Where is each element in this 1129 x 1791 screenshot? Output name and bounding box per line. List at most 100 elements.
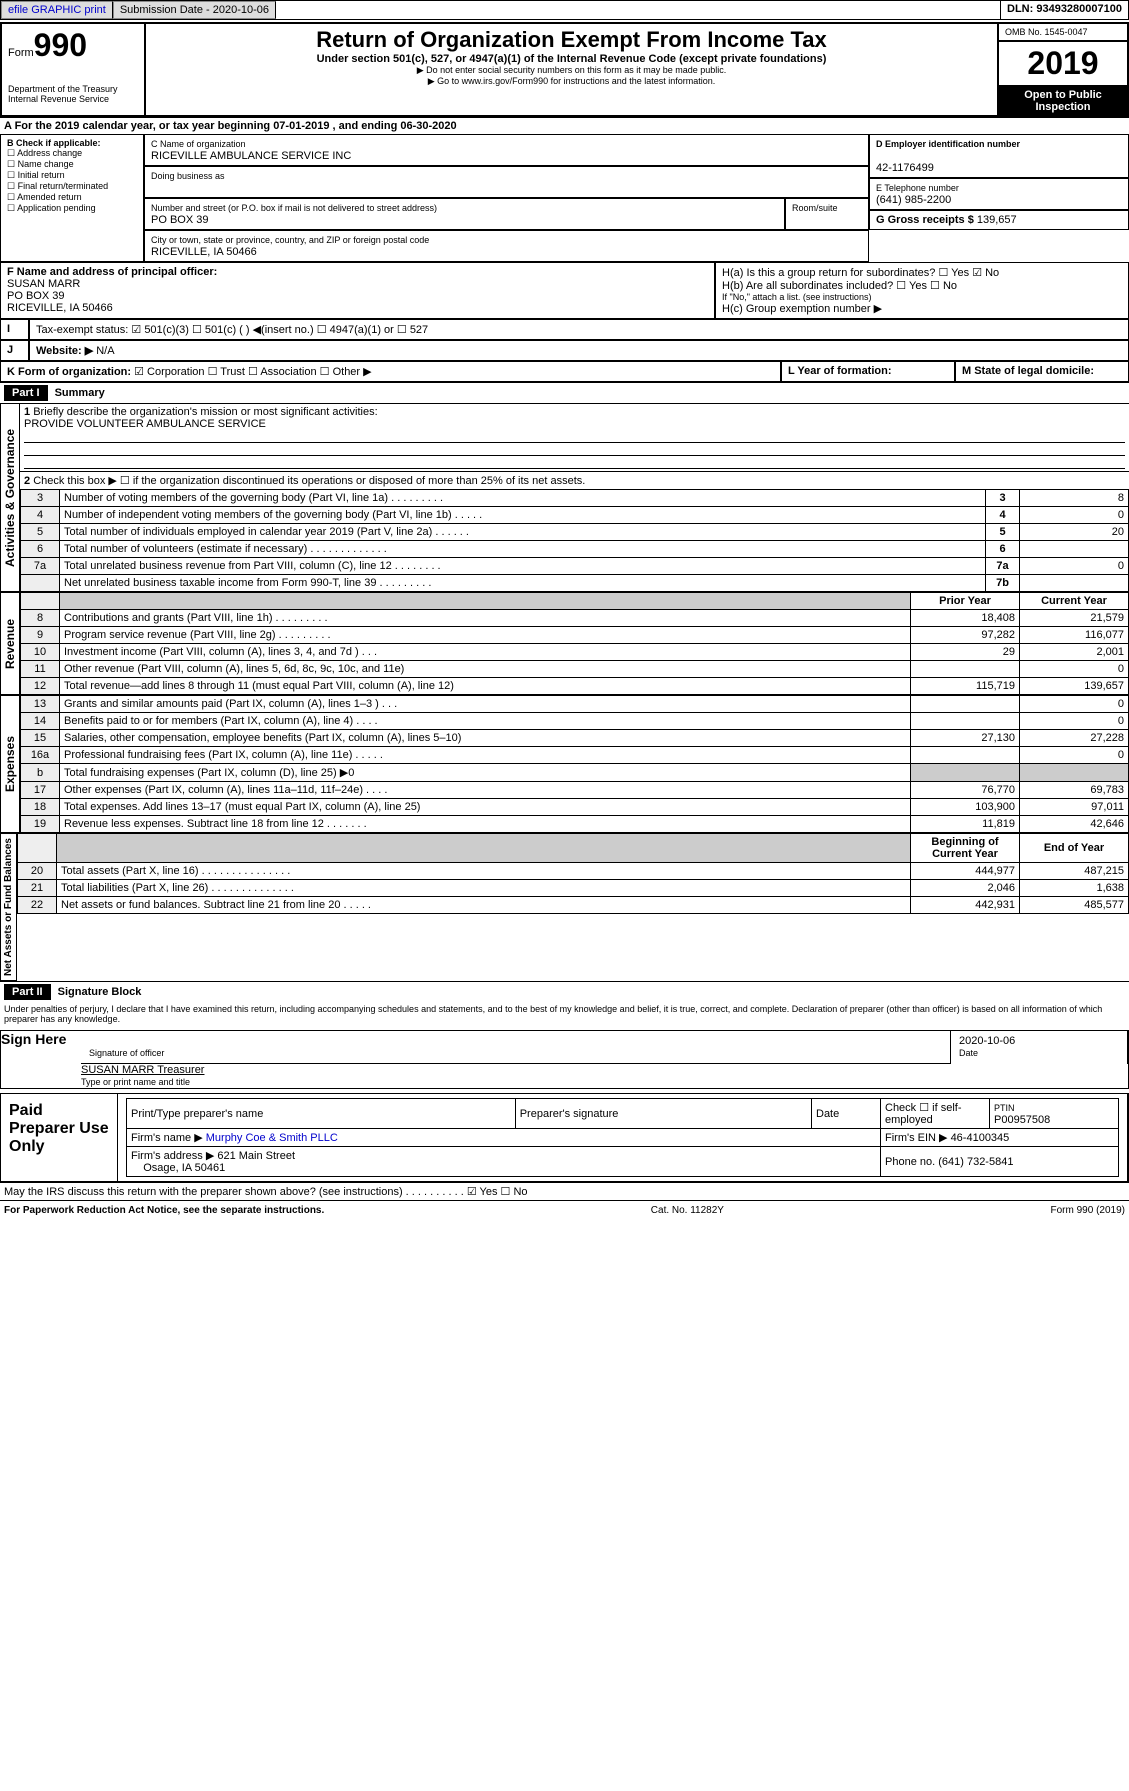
part1-title: Summary [51,385,109,401]
subtitle1: Under section 501(c), 527, or 4947(a)(1)… [152,53,991,65]
opt-501c[interactable]: 501(c) ( ) ◀(insert no.) [192,324,314,336]
rowI: I [0,319,29,340]
chk-address[interactable]: Address change [7,148,137,159]
opt-501c3[interactable]: 501(c)(3) [131,324,189,336]
dba-label: Doing business as [151,171,225,181]
ptin: P00957508 [994,1114,1050,1126]
footer-mid: Cat. No. 11282Y [651,1205,724,1216]
k-assoc[interactable]: Association [248,366,317,378]
chk-amended[interactable]: Amended return [7,192,137,203]
l1v: PROVIDE VOLUNTEER AMBULANCE SERVICE [24,418,266,430]
rev-table: Prior YearCurrent Year8Contributions and… [20,592,1129,695]
submission-date: Submission Date - 2020-10-06 [113,1,276,19]
name-label: C Name of organization [151,139,246,149]
phone: (641) 985-2200 [876,194,951,206]
sig-text: Under penalties of perjury, I declare th… [0,1002,1129,1026]
sig-label: Signature of officer [89,1048,164,1058]
sig-date: 2020-10-06 [959,1035,1015,1047]
officer-addr: PO BOX 39 [7,290,64,302]
tax-status-label: Tax-exempt status: [36,324,128,336]
discuss-yes[interactable]: Yes [467,1186,498,1198]
hb2: If "No," attach a list. (see instruction… [722,292,1122,302]
hb-yes[interactable]: Yes [896,280,927,292]
chk-final[interactable]: Final return/terminated [7,181,137,192]
phone-label: E Telephone number [876,183,959,193]
firm-ein: 46-4100345 [951,1132,1010,1144]
k-trust[interactable]: Trust [208,366,245,378]
city-label: City or town, state or province, country… [151,235,429,245]
gross-label: G Gross receipts $ [876,214,974,226]
footer: For Paperwork Reduction Act Notice, see … [0,1200,1129,1220]
exp-table: 13Grants and similar amounts paid (Part … [20,695,1129,833]
ha-yes[interactable]: Yes [938,267,969,279]
side-rev: Revenue [0,592,20,695]
side-gov: Activities & Governance [0,403,20,592]
officer-row: F Name and address of principal officer:… [0,262,1129,319]
entity-block: B Check if applicable: Address change Na… [0,134,1129,262]
sig-name-label: Type or print name and title [81,1077,190,1087]
form-title: Return of Organization Exempt From Incom… [152,27,991,53]
officer-name: SUSAN MARR [7,278,80,290]
efile-button[interactable]: efile GRAPHIC print [1,1,113,19]
firm-ein-label: Firm's EIN ▶ [885,1132,948,1144]
firm-name[interactable]: Murphy Coe & Smith PLLC [206,1132,338,1144]
room-label: Room/suite [792,203,838,213]
omb: OMB No. 1545-0047 [998,23,1128,41]
discuss-no[interactable]: No [501,1186,528,1198]
prep-name-label: Print/Type preparer's name [127,1099,516,1129]
form-number: 990 [34,27,87,63]
firm-addr-label: Firm's address ▶ [131,1150,214,1162]
firm-phone: (641) 732-5841 [938,1156,1013,1168]
ha-label: H(a) Is this a group return for subordin… [722,267,935,279]
website-label: Website: ▶ [36,345,93,357]
dln: DLN: 93493280007100 [1001,1,1128,19]
chk-initial[interactable]: Initial return [7,170,137,181]
subtitle2: ▶ Do not enter social security numbers o… [152,65,991,76]
discuss: May the IRS discuss this return with the… [4,1186,464,1198]
footer-right: Form 990 (2019) [1051,1205,1125,1216]
opt-527[interactable]: 527 [397,324,428,336]
form-label: Form [8,47,34,59]
rowL: L Year of formation: [788,365,892,377]
prep-date-label: Date [812,1099,881,1129]
side-exp: Expenses [0,695,20,833]
part1-label: Part I [4,385,48,401]
ein-label: D Employer identification number [876,139,1020,149]
ha-no[interactable]: No [972,267,999,279]
firm-phone-label: Phone no. [885,1156,935,1168]
rowK-label: K Form of organization: [7,366,131,378]
firm-city: Osage, IA 50461 [143,1162,225,1174]
website-val: N/A [96,345,114,357]
subtitle3: ▶ Go to www.irs.gov/Form990 for instruct… [152,76,991,87]
footer-left: For Paperwork Reduction Act Notice, see … [4,1205,324,1216]
org-name: RICEVILLE AMBULANCE SERVICE INC [151,150,351,162]
period-row: A For the 2019 calendar year, or tax yea… [0,117,1129,134]
rowJ: J [0,340,29,361]
chk-pending[interactable]: Application pending [7,203,137,214]
chk-name[interactable]: Name change [7,159,137,170]
rowM: M State of legal domicile: [962,365,1094,377]
prep-check[interactable]: Check ☐ if self-employed [881,1099,990,1129]
side-net: Net Assets or Fund Balances [0,833,17,981]
hb-label: H(b) Are all subordinates included? [722,280,893,292]
ein: 42-1176499 [876,162,934,174]
opt-4947[interactable]: 4947(a)(1) or [317,324,394,336]
ptin-label: PTIN [994,1103,1015,1113]
l1: Briefly describe the organization's miss… [33,406,377,418]
k-corp[interactable]: Corporation [134,366,204,378]
open-public: Open to Public Inspection [998,86,1128,116]
colB-label: B Check if applicable: [7,138,137,148]
top-header: efile GRAPHIC print Submission Date - 20… [0,0,1129,20]
sign-here: Sign Here [1,1031,81,1088]
l2: Check this box ▶ ☐ if the organization d… [33,475,585,487]
addr: PO BOX 39 [151,214,208,226]
addr-label: Number and street (or P.O. box if mail i… [151,203,437,213]
k-other[interactable]: Other ▶ [320,366,372,378]
part2-label: Part II [4,984,51,1000]
hb-no[interactable]: No [930,280,957,292]
form-header: Form990 Department of the Treasury Inter… [0,22,1129,117]
firm-addr: 621 Main Street [217,1150,295,1162]
part2-title: Signature Block [54,984,146,1000]
net-table: Beginning of Current YearEnd of Year20To… [17,833,1129,914]
officer-label: F Name and address of principal officer: [7,266,217,278]
